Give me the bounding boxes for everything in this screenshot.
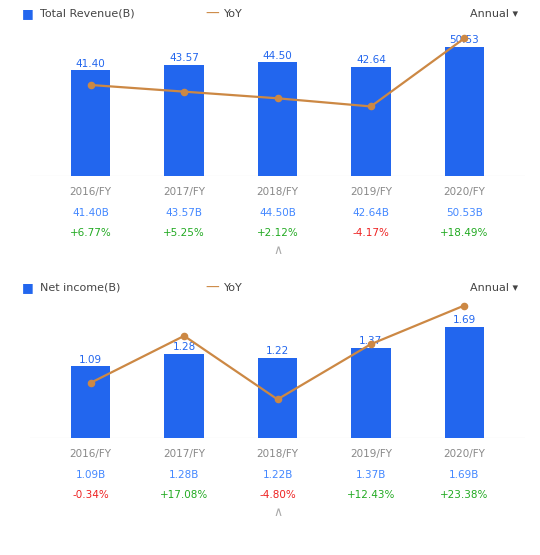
Text: -4.17%: -4.17%: [353, 228, 389, 238]
Text: 42.64B: 42.64B: [353, 208, 389, 218]
Bar: [352, 67, 390, 176]
Point: [367, 340, 375, 349]
Bar: [165, 65, 204, 176]
Point: [180, 87, 188, 96]
Point: [460, 301, 469, 310]
Text: -0.34%: -0.34%: [72, 490, 109, 500]
Text: 41.40: 41.40: [76, 59, 106, 69]
Text: 43.57B: 43.57B: [166, 208, 202, 218]
Text: 1.09B: 1.09B: [76, 470, 106, 480]
Text: YoY: YoY: [224, 283, 243, 293]
Text: 2018/FY: 2018/FY: [256, 187, 299, 197]
Text: +18.49%: +18.49%: [440, 228, 489, 238]
Text: Annual ▾: Annual ▾: [470, 283, 518, 293]
Bar: [258, 63, 297, 176]
Text: 44.50: 44.50: [262, 51, 292, 60]
Text: ∧: ∧: [273, 506, 282, 519]
Text: 1.22: 1.22: [266, 346, 289, 356]
Text: 1.69B: 1.69B: [449, 470, 480, 480]
Text: —: —: [205, 7, 219, 21]
Text: 50.53: 50.53: [449, 36, 479, 46]
Text: 2017/FY: 2017/FY: [163, 449, 205, 459]
Text: 2016/FY: 2016/FY: [70, 187, 112, 197]
Text: 1.28B: 1.28B: [169, 470, 199, 480]
Text: 1.69: 1.69: [453, 315, 476, 325]
Text: ■: ■: [22, 8, 33, 21]
Text: 2020/FY: 2020/FY: [443, 187, 485, 197]
Bar: [71, 70, 110, 176]
Text: +12.43%: +12.43%: [347, 490, 395, 500]
Bar: [444, 47, 484, 176]
Point: [86, 80, 95, 89]
Text: 2016/FY: 2016/FY: [70, 449, 112, 459]
Text: 1.37: 1.37: [359, 336, 382, 346]
Text: 1.09: 1.09: [79, 355, 102, 365]
Text: 2017/FY: 2017/FY: [163, 187, 205, 197]
Text: +2.12%: +2.12%: [256, 228, 299, 238]
Point: [460, 34, 469, 43]
Text: ∧: ∧: [273, 244, 282, 257]
Point: [86, 379, 95, 387]
Text: —: —: [205, 281, 219, 295]
Point: [367, 102, 375, 111]
Text: +17.08%: +17.08%: [160, 490, 208, 500]
Text: Net income(B): Net income(B): [40, 283, 121, 293]
Text: Annual ▾: Annual ▾: [470, 9, 518, 19]
Text: 41.40B: 41.40B: [72, 208, 109, 218]
Point: [273, 94, 282, 103]
Text: 43.57: 43.57: [169, 53, 199, 63]
Text: ■: ■: [22, 281, 33, 295]
Text: 2019/FY: 2019/FY: [350, 449, 392, 459]
Point: [180, 331, 188, 340]
Text: +6.77%: +6.77%: [70, 228, 112, 238]
Text: +23.38%: +23.38%: [440, 490, 489, 500]
Text: 2018/FY: 2018/FY: [256, 449, 299, 459]
Text: 1.22B: 1.22B: [262, 470, 293, 480]
Bar: [444, 327, 484, 438]
Text: 42.64: 42.64: [356, 56, 386, 65]
Point: [273, 395, 282, 404]
Text: Total Revenue(B): Total Revenue(B): [40, 9, 135, 19]
Bar: [165, 354, 204, 438]
Text: 1.28: 1.28: [172, 342, 195, 352]
Text: 2019/FY: 2019/FY: [350, 187, 392, 197]
Text: 2020/FY: 2020/FY: [443, 449, 485, 459]
Bar: [258, 358, 297, 438]
Text: +5.25%: +5.25%: [163, 228, 205, 238]
Bar: [352, 348, 390, 438]
Text: 50.53B: 50.53B: [446, 208, 483, 218]
Text: 1.37B: 1.37B: [356, 470, 386, 480]
Text: 44.50B: 44.50B: [259, 208, 296, 218]
Bar: [71, 366, 110, 438]
Text: YoY: YoY: [224, 9, 243, 19]
Text: -4.80%: -4.80%: [259, 490, 296, 500]
